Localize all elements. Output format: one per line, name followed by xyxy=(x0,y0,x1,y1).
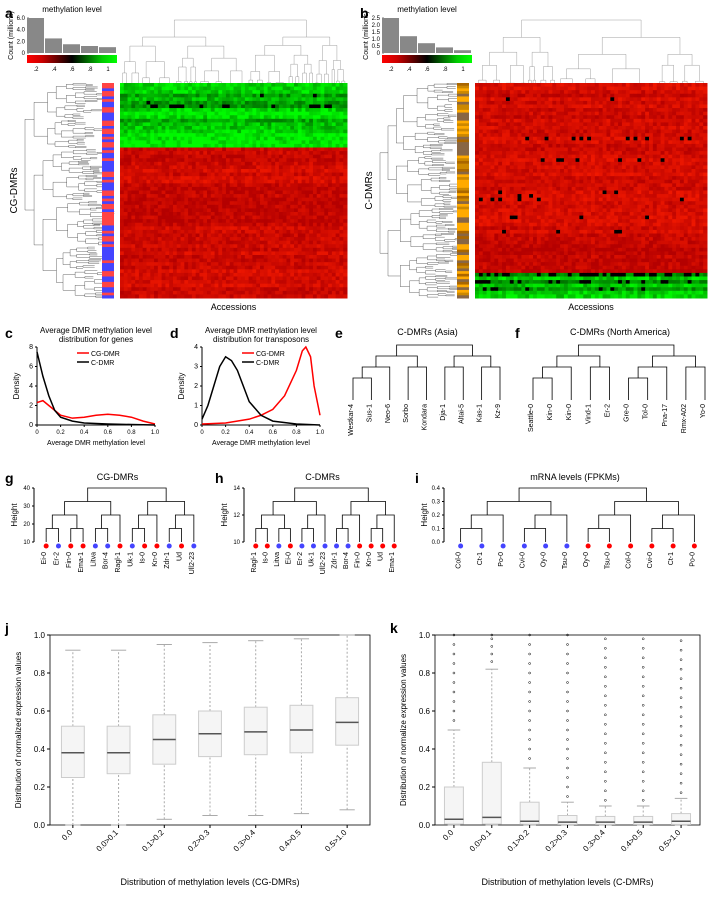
panel-a-svg: methylation level02.04.06.0Count (millio… xyxy=(5,5,355,315)
panel-h-label: h xyxy=(215,470,224,486)
svg-text:1.0: 1.0 xyxy=(372,37,381,43)
panel-g-label: g xyxy=(5,470,14,486)
svg-text:methylation level: methylation level xyxy=(42,5,102,14)
svg-text:CG-DMRs: CG-DMRs xyxy=(9,167,20,213)
panel-i-svg: mRNA levels (FPKMs)0.00.10.20.30.4Height… xyxy=(415,470,715,610)
panel-c: c Average DMR methylation leveldistribut… xyxy=(5,325,165,455)
svg-text:1: 1 xyxy=(461,67,465,73)
panel-g-svg: CG-DMRs10203040HeightEi-0Er-2Fin-0Ema-1L… xyxy=(5,470,210,610)
svg-text:.8: .8 xyxy=(87,67,93,73)
panel-k-svg: 0.00.20.40.60.81.0Distribution of normal… xyxy=(390,620,715,915)
svg-text:.8: .8 xyxy=(442,67,448,73)
panel-b: b methylation level00.51.01.52.02.5Count… xyxy=(360,5,715,315)
panel-e-label: e xyxy=(335,325,343,341)
panel-f-label: f xyxy=(515,325,520,341)
panel-d-label: d xyxy=(170,325,179,341)
panel-d-svg: Average DMR methylation leveldistributio… xyxy=(170,325,330,455)
svg-text:.4: .4 xyxy=(406,67,412,73)
svg-text:methylation level: methylation level xyxy=(397,5,457,14)
panel-j-label: j xyxy=(5,620,9,636)
panel-c-svg: Average DMR methylation leveldistributio… xyxy=(5,325,165,455)
panel-c-label: c xyxy=(5,325,13,341)
svg-text:0: 0 xyxy=(377,51,381,57)
panel-e-svg: C-DMRs (Asia)Westkar-4Sus-1Neo-6SorboKon… xyxy=(335,325,510,465)
svg-text:0.5: 0.5 xyxy=(372,44,381,50)
svg-text:4.0: 4.0 xyxy=(17,28,26,34)
svg-text:2.5: 2.5 xyxy=(372,16,381,22)
panel-a: a methylation level02.04.06.0Count (mill… xyxy=(5,5,355,315)
svg-text:6.0: 6.0 xyxy=(17,16,26,22)
panel-i-label: i xyxy=(415,470,419,486)
svg-text:2.0: 2.0 xyxy=(17,39,26,45)
svg-text:.6: .6 xyxy=(424,67,430,73)
panel-a-label: a xyxy=(5,5,13,21)
svg-text:1: 1 xyxy=(106,67,110,73)
panel-k: k 0.00.20.40.60.81.0Distribution of norm… xyxy=(390,620,715,915)
panel-k-label: k xyxy=(390,620,398,636)
svg-text:.4: .4 xyxy=(51,67,57,73)
panel-g: g CG-DMRs10203040HeightEi-0Er-2Fin-0Ema-… xyxy=(5,470,210,610)
svg-text:.2: .2 xyxy=(33,67,39,73)
panel-b-svg: methylation level00.51.01.52.02.5Count (… xyxy=(360,5,715,315)
svg-text:Accessions: Accessions xyxy=(211,302,257,312)
panel-j-svg: 0.00.20.40.60.81.0Distribution of normal… xyxy=(5,620,385,915)
svg-text:0: 0 xyxy=(22,51,26,57)
panel-f: f C-DMRs (North America)Seattle-0Kin-0Ki… xyxy=(515,325,715,465)
panel-f-svg: C-DMRs (North America)Seattle-0Kin-0Kin-… xyxy=(515,325,715,465)
svg-text:.6: .6 xyxy=(69,67,75,73)
panel-b-label: b xyxy=(360,5,369,21)
panel-d: d Average DMR methylation leveldistribut… xyxy=(170,325,330,455)
svg-text:1.5: 1.5 xyxy=(372,30,381,36)
panel-j: j 0.00.20.40.60.81.0Distribution of norm… xyxy=(5,620,385,915)
panel-e: e C-DMRs (Asia)Westkar-4Sus-1Neo-6SorboK… xyxy=(335,325,510,465)
figure-root: a methylation level02.04.06.0Count (mill… xyxy=(0,0,720,919)
panel-h: h C-DMRs101214HeightRagl-1Is-0LitvaEi-0E… xyxy=(215,470,410,610)
panel-i: i mRNA levels (FPKMs)0.00.10.20.30.4Heig… xyxy=(415,470,715,610)
panel-h-svg: C-DMRs101214HeightRagl-1Is-0LitvaEi-0Er-… xyxy=(215,470,410,610)
svg-text:.2: .2 xyxy=(388,67,394,73)
svg-text:2.0: 2.0 xyxy=(372,23,381,29)
